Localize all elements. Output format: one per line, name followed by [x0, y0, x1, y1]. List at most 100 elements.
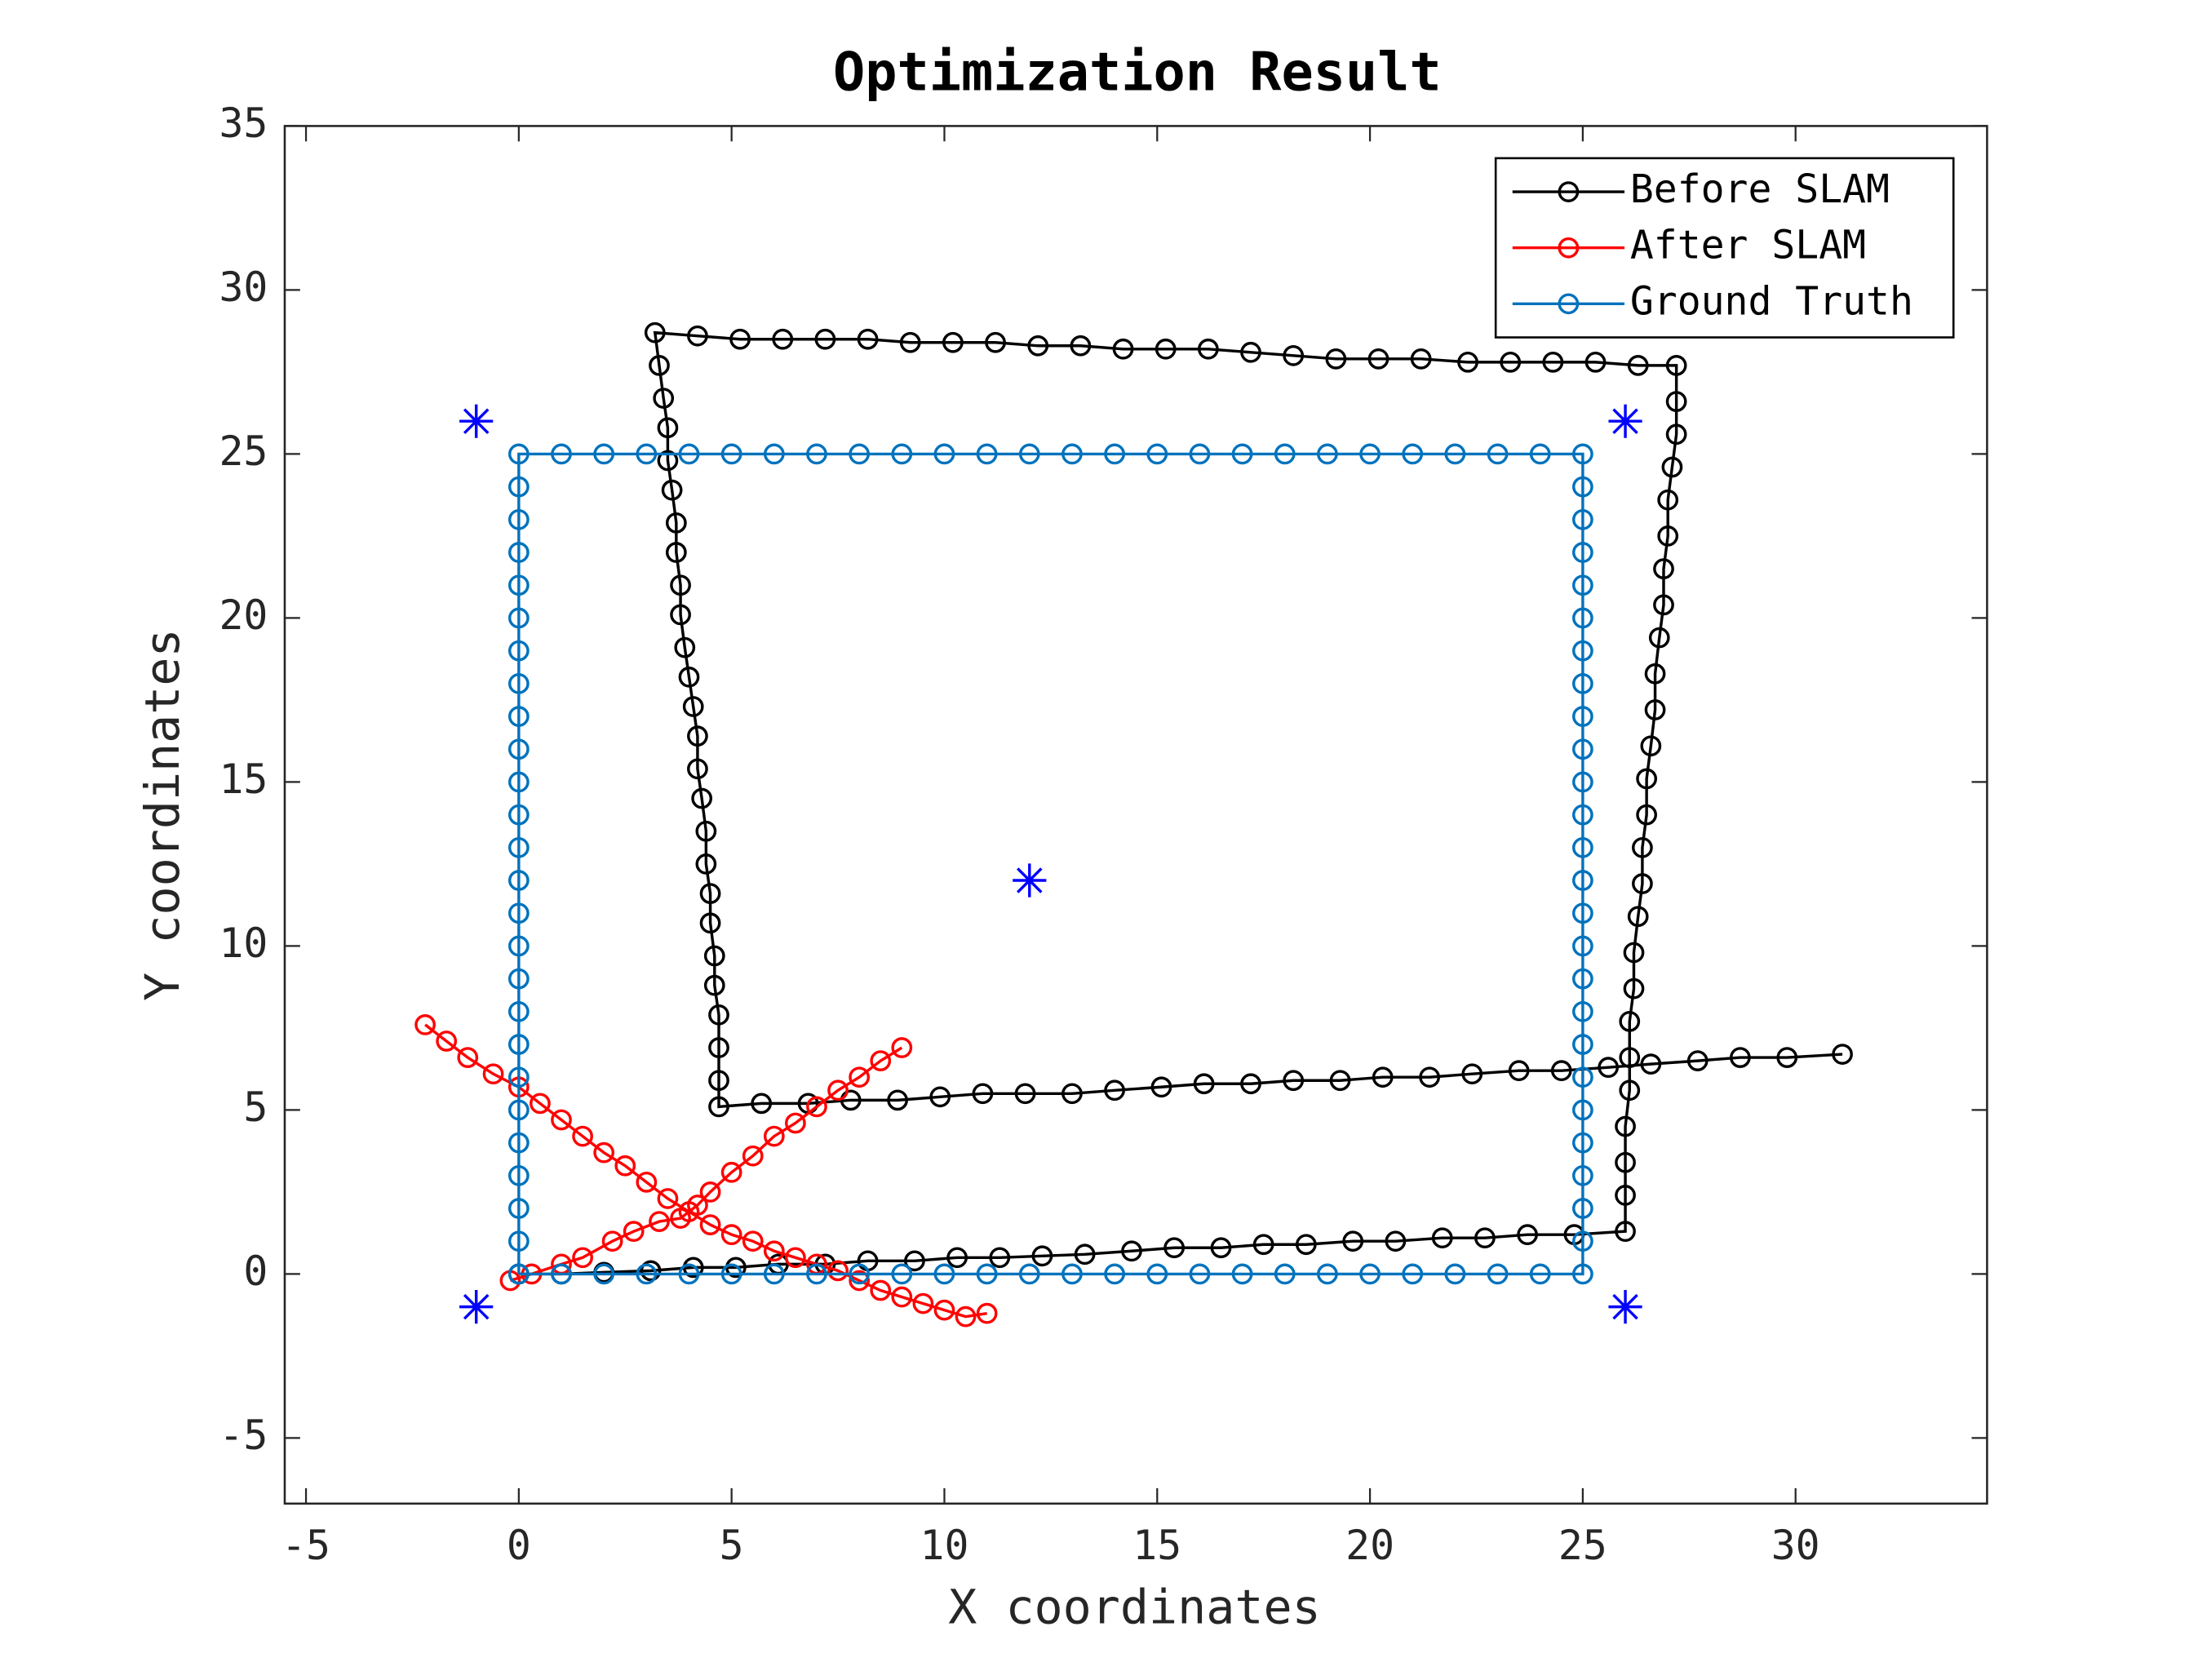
point-marker	[636, 1171, 658, 1193]
point-marker	[507, 607, 530, 629]
point-marker	[551, 1263, 572, 1285]
point-marker	[1061, 1083, 1083, 1105]
point-marker	[708, 1096, 729, 1118]
point-marker	[507, 1198, 530, 1219]
point-marker	[1189, 1263, 1211, 1285]
point-marker	[1636, 804, 1657, 826]
point-marker	[507, 672, 530, 694]
point-marker	[1359, 443, 1381, 465]
point-marker	[933, 443, 955, 465]
point-marker	[507, 870, 530, 891]
point-marker	[708, 1070, 729, 1092]
point-marker	[695, 820, 717, 842]
point-marker	[665, 542, 687, 563]
point-marker	[507, 1034, 530, 1055]
point-marker	[772, 328, 794, 350]
point-marker	[1623, 942, 1645, 964]
point-marker	[1444, 1263, 1466, 1285]
legend-label: Before SLAM	[1630, 166, 1890, 212]
point-marker	[1431, 1227, 1453, 1249]
point-marker	[1572, 870, 1593, 891]
landmark-marker	[459, 1290, 494, 1324]
landmark-marker	[1013, 863, 1047, 898]
point-marker	[507, 476, 530, 498]
point-marker	[1661, 456, 1683, 478]
point-marker	[1572, 836, 1593, 858]
point-marker	[1240, 341, 1261, 363]
point-marker	[849, 1263, 871, 1285]
point-marker	[507, 836, 530, 858]
point-marker	[593, 443, 615, 465]
point-marker	[814, 328, 836, 350]
point-marker	[507, 443, 530, 465]
y-tick-label: 30	[219, 264, 268, 311]
point-marker	[507, 968, 530, 990]
point-marker	[678, 443, 700, 465]
point-marker	[695, 853, 717, 875]
x-tick-label: 15	[1132, 1522, 1181, 1569]
y-tick-label: -5	[219, 1412, 268, 1459]
series-line	[518, 330, 1843, 1276]
point-marker	[699, 1181, 721, 1203]
point-marker	[955, 1305, 977, 1328]
point-marker	[1644, 663, 1666, 685]
point-marker	[1529, 443, 1551, 465]
point-marker	[806, 1096, 827, 1118]
point-marker	[1572, 902, 1593, 924]
point-marker	[1623, 977, 1645, 1000]
point-marker	[1572, 1164, 1593, 1186]
point-marker	[1342, 1230, 1364, 1252]
point-marker	[1776, 1047, 1798, 1068]
point-marker	[507, 1099, 530, 1121]
point-marker	[649, 1211, 670, 1232]
point-marker	[1283, 344, 1305, 366]
point-marker	[1632, 836, 1653, 858]
point-marker	[1572, 640, 1593, 662]
point-marker	[1572, 476, 1593, 498]
point-marker	[763, 1125, 785, 1147]
point-marker	[1457, 351, 1478, 373]
point-marker	[1572, 1066, 1593, 1088]
point-marker	[682, 696, 704, 717]
point-marker	[976, 443, 998, 465]
y-tick-label: 20	[219, 592, 268, 639]
point-marker	[703, 974, 725, 996]
point-marker	[708, 1037, 729, 1058]
point-marker	[976, 1263, 998, 1285]
point-marker	[904, 1250, 925, 1272]
point-marker	[933, 1299, 955, 1321]
point-marker	[670, 574, 691, 596]
point-marker	[827, 1079, 849, 1102]
point-marker	[699, 1214, 721, 1235]
point-marker	[742, 1145, 764, 1167]
point-marker	[1644, 699, 1666, 720]
point-marker	[699, 912, 721, 934]
point-marker	[614, 1155, 636, 1177]
point-marker	[1104, 1263, 1125, 1285]
point-marker	[989, 1247, 1011, 1269]
point-marker	[1657, 489, 1679, 511]
point-marker	[593, 1141, 615, 1164]
point-marker	[972, 1083, 994, 1105]
landmark-marker	[459, 404, 494, 438]
point-marker	[1274, 1263, 1296, 1285]
point-marker	[1367, 348, 1389, 370]
point-marker	[551, 443, 572, 465]
point-marker	[507, 574, 530, 596]
point-marker	[687, 758, 708, 780]
point-marker	[1572, 508, 1593, 530]
point-marker	[507, 706, 530, 727]
point-marker	[1640, 735, 1662, 757]
point-marker	[887, 1089, 908, 1111]
point-marker	[507, 508, 530, 530]
point-marker	[891, 1037, 913, 1058]
point-marker	[657, 1188, 679, 1209]
point-marker	[507, 1263, 530, 1285]
legend-marker	[1558, 293, 1580, 315]
point-marker	[1517, 1224, 1538, 1246]
point-marker	[1444, 443, 1466, 465]
point-marker	[1061, 1263, 1083, 1285]
point-marker	[1197, 338, 1219, 360]
point-marker	[1240, 1073, 1261, 1095]
point-marker	[1619, 1047, 1641, 1068]
